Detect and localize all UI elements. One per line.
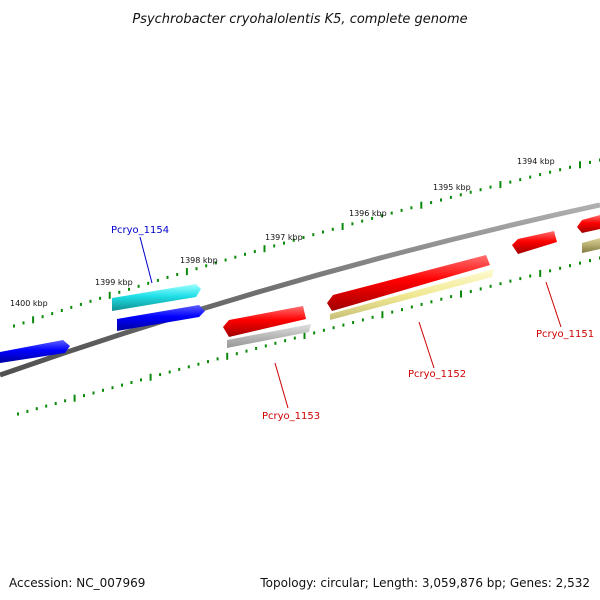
- scale-label-1395: 1395 kbp: [433, 183, 471, 192]
- scale-label-1399: 1399 kbp: [95, 278, 133, 287]
- gene-label-pcryo-1153[interactable]: Pcryo_1153: [262, 411, 320, 422]
- gene-pcryo-1153-gray-feature[interactable]: [227, 324, 311, 357]
- gene-callouts: [139, 236, 562, 409]
- gene-pcryo-1152-yellow-feature[interactable]: [330, 269, 494, 329]
- cds-feature-olive-right[interactable]: [582, 238, 600, 253]
- scale-labels: 1400 kbp 1399 kbp 1398 kbp 1397 kbp 1396…: [10, 157, 555, 308]
- gene-label-pcryo-1152[interactable]: Pcryo_1152: [408, 369, 466, 380]
- scale-label-1394: 1394 kbp: [517, 157, 555, 166]
- map-title: Psychrobacter cryohalolentis K5, complet…: [132, 12, 467, 27]
- genome-backbone: [0, 202, 600, 378]
- scale-label-1396: 1396 kbp: [349, 209, 387, 218]
- callout-line-1151: [545, 281, 562, 328]
- gene-pcryo-1152-feature[interactable]: [327, 255, 490, 311]
- gene-label-pcryo-1154[interactable]: Pcryo_1154: [111, 225, 169, 236]
- cds-feature-blue-left[interactable]: [0, 340, 70, 363]
- gene-pcryo-1151-feature[interactable]: [512, 231, 557, 254]
- gene-pcryo-1154-feature[interactable]: [112, 284, 201, 311]
- inner-scale-ticks: [17, 256, 600, 416]
- outer-scale-ticks: [13, 158, 600, 328]
- cds-feature-red-right[interactable]: [577, 215, 600, 233]
- cds-feature-blue[interactable]: [117, 305, 205, 331]
- scale-label-1400: 1400 kbp: [10, 299, 48, 308]
- gene-pcryo-1153-feature[interactable]: [223, 306, 306, 337]
- gene-labels: Pcryo_1154 Pcryo_1153 Pcryo_1152 Pcryo_1…: [111, 225, 594, 422]
- callout-line-1154: [139, 236, 153, 284]
- accession-text: Accession: NC_007969: [9, 576, 145, 590]
- forward-strand-features: [0, 215, 600, 363]
- callout-line-1153: [274, 362, 289, 409]
- gene-label-pcryo-1151[interactable]: Pcryo_1151: [536, 329, 594, 340]
- scale-label-1398: 1398 kbp: [180, 256, 218, 265]
- callout-line-1152: [418, 321, 435, 369]
- topology-text: Topology: circular; Length: 3,059,876 bp…: [259, 576, 590, 590]
- scale-label-1397: 1397 kbp: [265, 233, 303, 242]
